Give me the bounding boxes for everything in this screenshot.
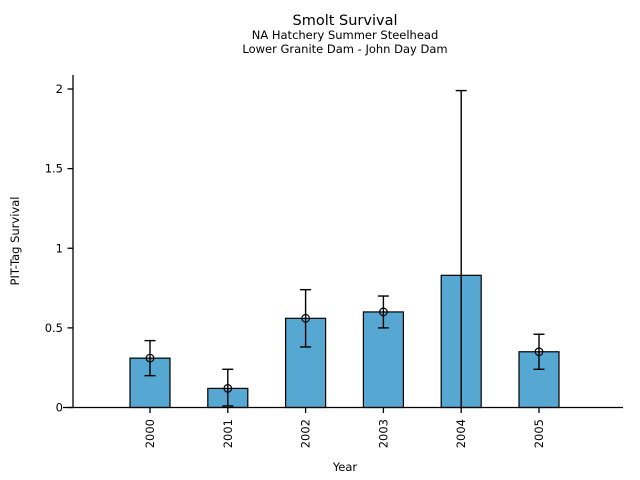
point-marker-2001: [223, 383, 233, 393]
y-tick-label-1.5: 1.5: [45, 162, 63, 176]
x-axis-title: Year: [332, 460, 358, 474]
x-tick-label-2004: 2004: [454, 419, 468, 448]
point-marker-2000: [145, 353, 155, 363]
point-marker-2002: [301, 313, 311, 323]
point-marker-2003: [379, 307, 388, 317]
x-tick-label-2003: 2003: [376, 419, 390, 448]
y-tick-label-0.5: 0.5: [45, 321, 63, 335]
chart-subtitle-line2: Lower Granite Dam - John Day Dam: [242, 42, 447, 56]
y-tick-label-0: 0: [56, 401, 63, 415]
x-tick-label-2000: 2000: [143, 419, 157, 448]
x-tick-label-2005: 2005: [532, 419, 546, 448]
chart-subtitle-line1: NA Hatchery Summer Steelhead: [252, 28, 439, 42]
chart-title: Smolt Survival: [293, 13, 398, 29]
x-tick-label-2001: 2001: [221, 419, 235, 448]
y-axis-title: PIT-Tag Survival: [8, 197, 22, 286]
point-marker-2005: [534, 347, 544, 357]
y-tick-label-2: 2: [56, 82, 63, 96]
y-tick-label-1: 1: [56, 241, 63, 255]
x-tick-label-2002: 2002: [299, 419, 313, 448]
